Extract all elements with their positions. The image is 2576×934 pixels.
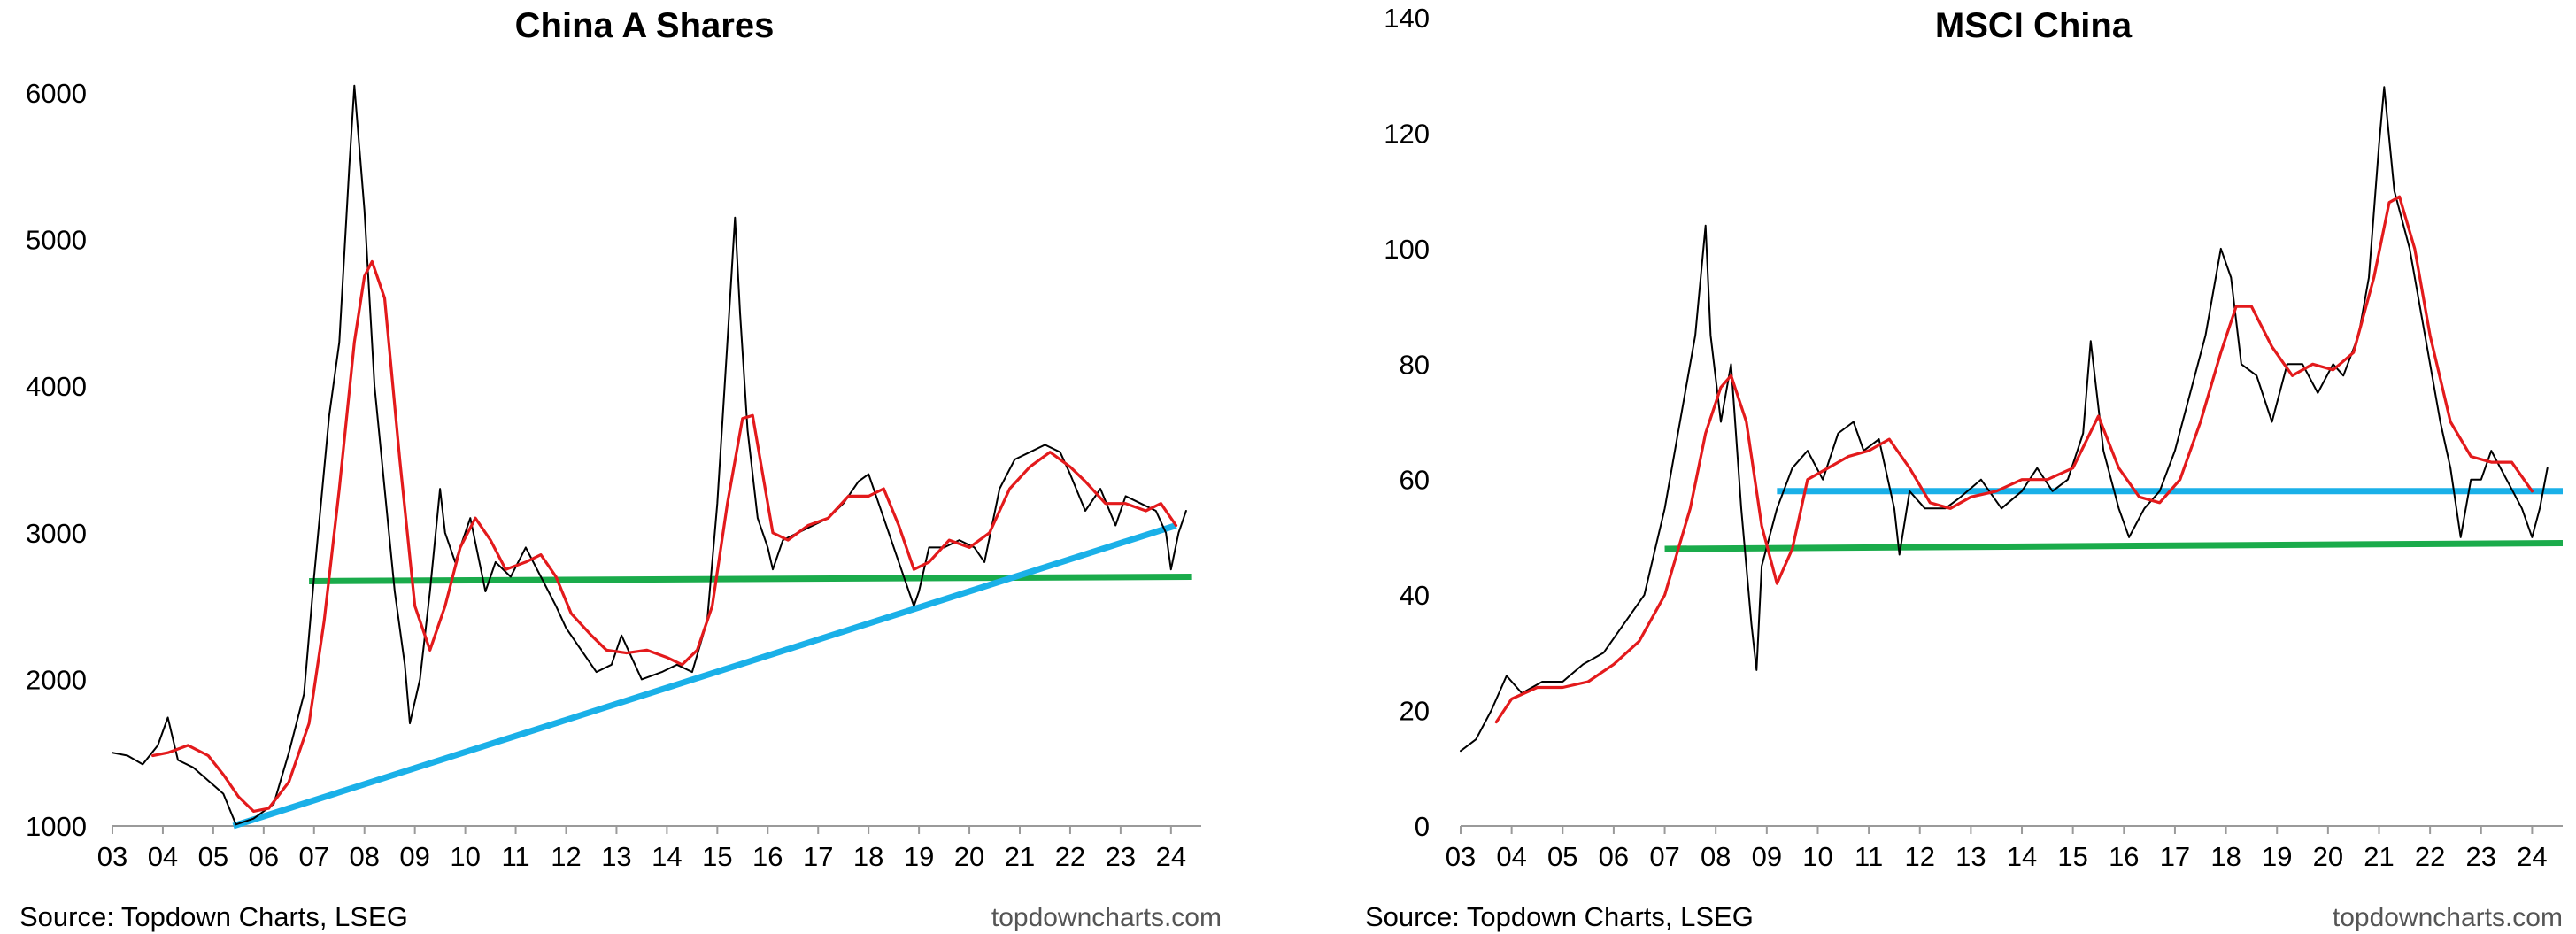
x-tick-label: 12 bbox=[1905, 841, 1935, 872]
y-tick-label: 100 bbox=[1384, 234, 1430, 265]
y-tick-label: 0 bbox=[1415, 811, 1430, 842]
x-tick-label: 09 bbox=[399, 841, 429, 872]
x-tick-label: 04 bbox=[1496, 841, 1526, 872]
x-tick-label: 07 bbox=[1649, 841, 1679, 872]
x-tick-label: 03 bbox=[97, 841, 127, 872]
x-tick-label: 15 bbox=[702, 841, 732, 872]
x-tick-label: 08 bbox=[349, 841, 379, 872]
brand-watermark: topdowncharts.com bbox=[2333, 903, 2563, 932]
support-line bbox=[309, 573, 1192, 584]
x-tick-label: 22 bbox=[1055, 841, 1085, 872]
msci-china-chart: MSCI China 0 20 40 60 80 100 120 140 03 04 05 06 07… bbox=[1365, 3, 2564, 932]
x-tick-label: 21 bbox=[1005, 841, 1035, 872]
y-tick-label: 120 bbox=[1384, 118, 1430, 149]
x-tick-label: 06 bbox=[249, 841, 279, 872]
chart-title-china-a-shares: China A Shares bbox=[515, 6, 775, 45]
x-tick-label: 06 bbox=[1599, 841, 1629, 872]
chart-title-msci-china: MSCI China bbox=[1935, 6, 2133, 45]
y-tick-label: 80 bbox=[1400, 349, 1430, 380]
y-tick-label: 2000 bbox=[26, 664, 87, 695]
y-tick-label: 3000 bbox=[26, 518, 87, 549]
x-tick-label: 13 bbox=[1955, 841, 1986, 872]
x-tick-label: 16 bbox=[2109, 841, 2139, 872]
x-tick-label: 07 bbox=[299, 841, 329, 872]
x-tick-label: 16 bbox=[752, 841, 783, 872]
x-tick-label: 20 bbox=[954, 841, 984, 872]
reference-lines bbox=[232, 522, 1192, 830]
china-a-shares-chart: China A Shares 100020003000400050006000 … bbox=[19, 6, 1222, 932]
y-axis-ticks: 1000 2000 3000 4000 5000 6000 bbox=[26, 78, 87, 842]
x-tick-label: 09 bbox=[1752, 841, 1782, 872]
y-tick-label: 5000 bbox=[26, 225, 87, 256]
price-series-line bbox=[1460, 86, 2549, 753]
price-series-line bbox=[112, 84, 1187, 826]
x-tick-label: 22 bbox=[2415, 841, 2445, 872]
x-tick-label: 12 bbox=[551, 841, 581, 872]
series-lines bbox=[112, 84, 1187, 826]
source-note: Source: Topdown Charts, LSEG bbox=[1365, 901, 1754, 932]
moving-average-series-line bbox=[1494, 195, 2534, 724]
source-note: Source: Topdown Charts, LSEG bbox=[19, 901, 408, 932]
x-tick-label: 10 bbox=[450, 841, 480, 872]
x-tick-label: 19 bbox=[904, 841, 934, 872]
x-tick-label: 11 bbox=[1855, 841, 1883, 872]
x-tick-label: 03 bbox=[1446, 841, 1476, 872]
x-tick-label: 13 bbox=[601, 841, 631, 872]
y-tick-label: 40 bbox=[1400, 580, 1430, 611]
y-tick-label: 140 bbox=[1384, 3, 1430, 34]
x-tick-label: 24 bbox=[2517, 841, 2547, 872]
x-tick-label: 18 bbox=[853, 841, 883, 872]
x-tick-label: 23 bbox=[2466, 841, 2496, 872]
moving-average-series-line bbox=[151, 259, 1178, 814]
x-tick-label: 11 bbox=[501, 841, 529, 872]
trend-line bbox=[232, 522, 1177, 830]
y-tick-label: 4000 bbox=[26, 371, 87, 402]
series-lines bbox=[1460, 86, 2549, 753]
x-tick-label: 19 bbox=[2262, 841, 2292, 872]
x-tick-label: 15 bbox=[2057, 841, 2087, 872]
x-axis-ticks: 03 04 05 06 07 08 09 10 11 12 13 14 15 16 17 18 19 20 21 22… bbox=[97, 826, 1186, 872]
x-tick-label: 17 bbox=[803, 841, 833, 872]
x-tick-label: 17 bbox=[2160, 841, 2190, 872]
x-tick-label: 14 bbox=[2007, 841, 2037, 872]
x-tick-label: 04 bbox=[148, 841, 178, 872]
x-tick-label: 14 bbox=[652, 841, 682, 872]
x-tick-label: 23 bbox=[1106, 841, 1136, 872]
x-tick-label: 21 bbox=[2364, 841, 2394, 872]
y-tick-label: 60 bbox=[1400, 465, 1430, 496]
x-tick-label: 10 bbox=[1802, 841, 1832, 872]
x-tick-label: 20 bbox=[2313, 841, 2343, 872]
x-tick-label: 08 bbox=[1701, 841, 1731, 872]
support-line bbox=[1664, 539, 2564, 552]
x-tick-label: 05 bbox=[198, 841, 228, 872]
y-tick-label: 1000 bbox=[26, 811, 87, 842]
x-tick-label: 05 bbox=[1547, 841, 1577, 872]
x-tick-label: 24 bbox=[1156, 841, 1186, 872]
x-tick-label: 18 bbox=[2210, 841, 2241, 872]
y-tick-label: 20 bbox=[1400, 696, 1430, 727]
y-axis-ticks: 0 20 40 60 80 100 120 140 bbox=[1384, 3, 1430, 842]
brand-watermark: topdowncharts.com bbox=[991, 903, 1222, 932]
x-axis-ticks: 03 04 05 06 07 08 09 10 11 12 13 14 15 16 17 18 19 20 21 22… bbox=[1446, 826, 2548, 872]
y-tick-label: 6000 bbox=[26, 78, 87, 109]
